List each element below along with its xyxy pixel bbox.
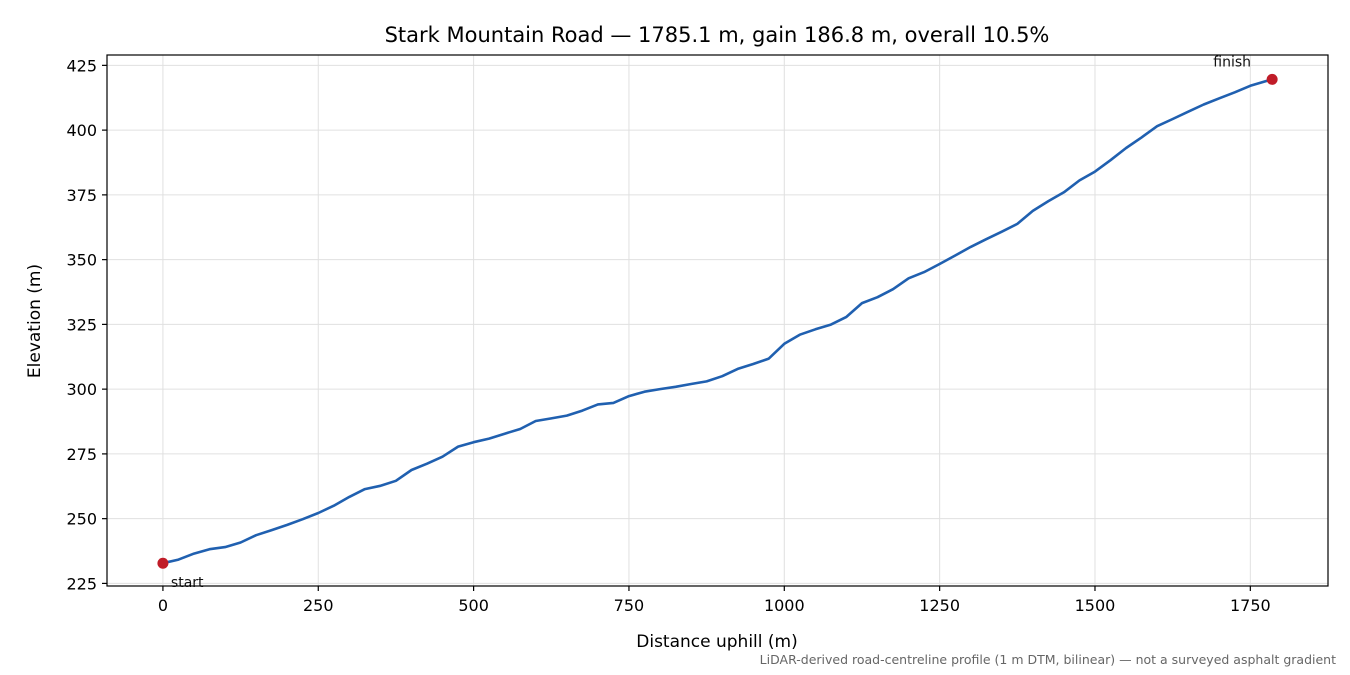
y-tick-label: 400 [66, 121, 97, 140]
x-tick-label: 1250 [919, 596, 960, 615]
grid [107, 55, 1328, 586]
finish-marker [1266, 73, 1278, 85]
x-tick-label: 0 [158, 596, 168, 615]
elevation-profile-line [161, 78, 1274, 565]
chart-title: Stark Mountain Road — 1785.1 m, gain 186… [385, 23, 1050, 47]
y-axis-ticks: 225 250 275 300 325 350 375 400 425 [66, 56, 107, 593]
x-tick-label: 750 [614, 596, 645, 615]
series-layer [161, 78, 1274, 565]
x-axis-label: Distance uphill (m) [636, 632, 797, 652]
plot-area-frame [106, 54, 1329, 587]
y-tick-label: 375 [66, 186, 97, 205]
y-tick-label: 300 [66, 380, 97, 399]
y-tick-label: 350 [66, 251, 97, 270]
x-axis-ticks: 0 250 500 750 1000 1250 1500 1750 [158, 586, 1271, 615]
x-tick-label: 1750 [1230, 596, 1271, 615]
start-marker [157, 557, 169, 569]
y-tick-label: 275 [66, 445, 97, 464]
marker-layer: start finish [157, 54, 1278, 591]
footnote: LiDAR-derived road-centreline profile (1… [760, 652, 1336, 667]
x-tick-label: 1500 [1075, 596, 1116, 615]
y-tick-label: 225 [66, 574, 97, 593]
start-label: start [171, 575, 204, 591]
x-tick-label: 1000 [764, 596, 805, 615]
finish-label: finish [1213, 54, 1251, 70]
x-tick-label: 250 [303, 596, 334, 615]
y-tick-label: 425 [66, 56, 97, 75]
y-tick-label: 325 [66, 315, 97, 334]
y-axis-label: Elevation (m) [25, 264, 45, 378]
x-tick-label: 500 [458, 596, 489, 615]
y-tick-label: 250 [66, 510, 97, 529]
